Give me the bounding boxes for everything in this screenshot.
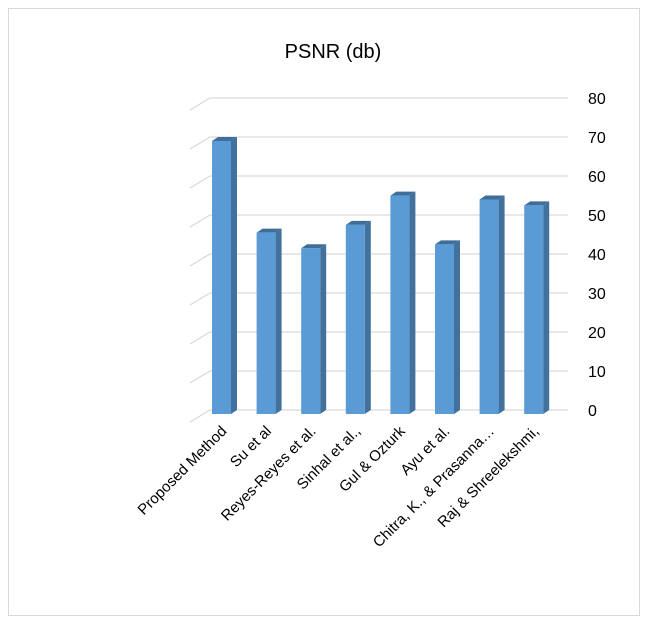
bar xyxy=(345,220,371,414)
gridline-slant xyxy=(189,97,211,111)
bar-top xyxy=(301,244,327,249)
bar-front xyxy=(479,199,499,414)
bar-front xyxy=(390,195,410,414)
bar xyxy=(301,244,327,414)
bar xyxy=(390,191,416,414)
bar-front xyxy=(256,232,276,414)
y-tick-label: 80 xyxy=(588,91,606,108)
gridline-slant xyxy=(189,292,211,306)
bar xyxy=(212,137,237,414)
chart-title: PSNR (db) xyxy=(285,41,382,63)
bar-top xyxy=(435,240,460,245)
bar-side xyxy=(543,201,550,414)
gridline-slant xyxy=(189,175,211,189)
y-tick-label: 40 xyxy=(588,247,606,264)
bar-top xyxy=(256,228,282,233)
bar-side xyxy=(364,220,371,414)
bar-side xyxy=(454,240,460,414)
gridline-slant xyxy=(189,370,211,384)
gridlines xyxy=(189,97,568,423)
bar xyxy=(435,240,460,414)
bars xyxy=(212,137,550,414)
y-tick-label: 60 xyxy=(588,169,606,186)
bar-top xyxy=(524,201,550,206)
bar-top xyxy=(390,191,416,196)
gridline-slant xyxy=(189,331,211,345)
bar-side xyxy=(231,137,237,414)
gridline-slant xyxy=(189,136,211,150)
y-tick-label: 0 xyxy=(588,403,597,420)
bar-top xyxy=(479,195,505,200)
y-tick-label: 20 xyxy=(588,325,606,342)
bar-front xyxy=(524,205,544,414)
bar xyxy=(256,228,282,414)
bar xyxy=(524,201,550,414)
x-category-label: Proposed Method xyxy=(135,423,231,519)
bar-front xyxy=(435,244,454,414)
bar-front xyxy=(345,224,365,414)
y-tick-label: 50 xyxy=(588,208,606,225)
bar-side xyxy=(275,228,282,414)
bar-side xyxy=(409,191,416,414)
gridline-slant xyxy=(189,409,211,423)
bar-top xyxy=(345,220,371,225)
gridline-slant xyxy=(189,214,211,228)
bar-side xyxy=(320,244,327,414)
y-tick-label: 70 xyxy=(588,130,606,147)
bar-front xyxy=(212,141,231,414)
bar-top xyxy=(212,137,237,141)
gridline-slant xyxy=(189,253,211,267)
bar-front xyxy=(301,248,321,414)
y-axis-ticks: 0 10 20 30 40 50 60 70 80 xyxy=(588,91,606,420)
bar xyxy=(479,195,505,414)
y-tick-label: 30 xyxy=(588,286,606,303)
y-tick-label: 10 xyxy=(588,364,606,381)
bar-side xyxy=(498,195,505,414)
